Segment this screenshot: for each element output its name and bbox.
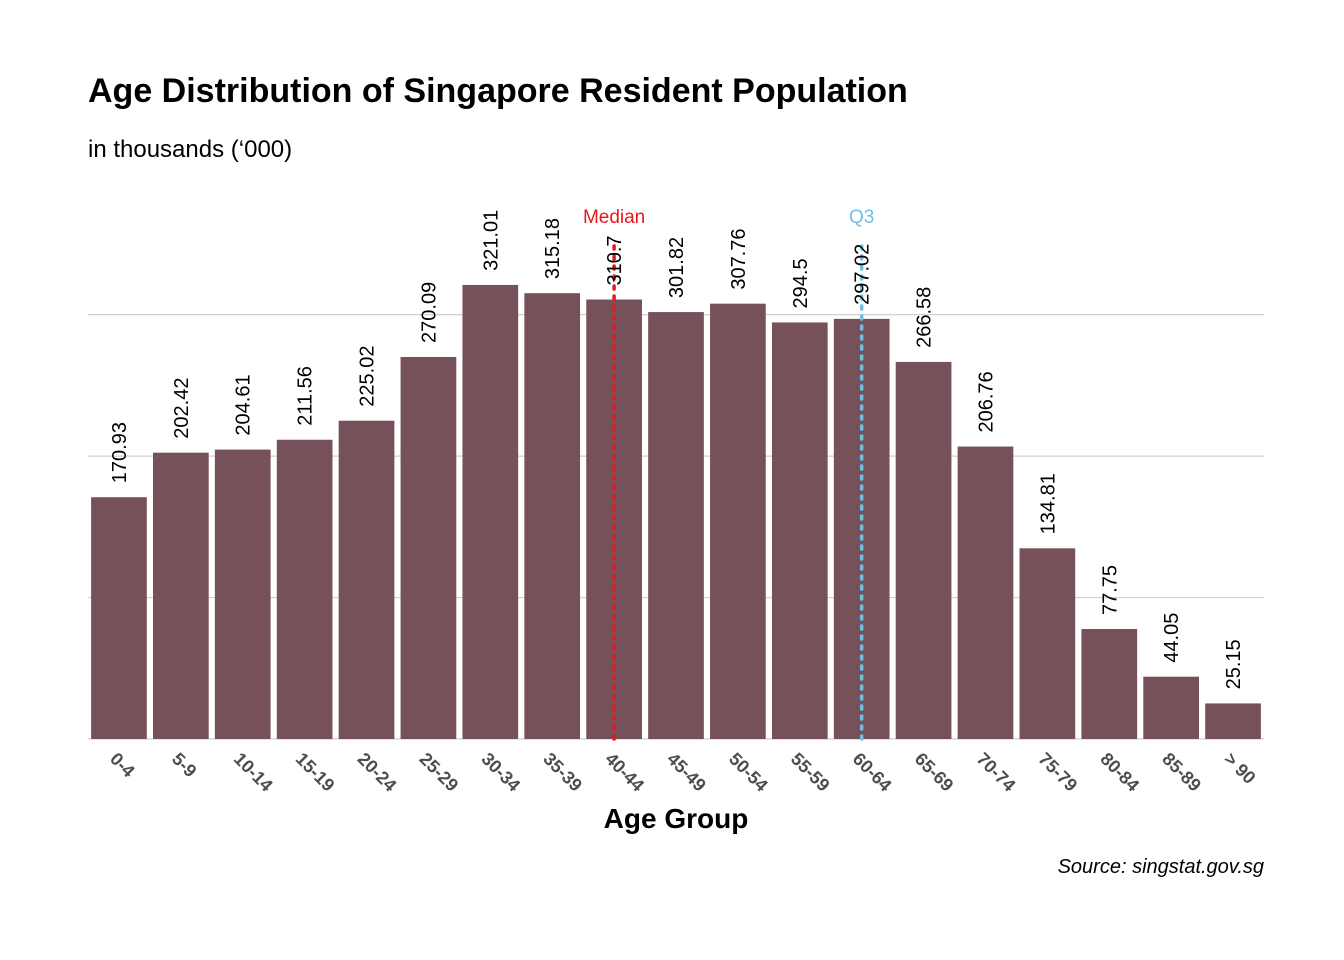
bar-7579 xyxy=(1019,548,1076,739)
chart-subtitle: in thousands (‘000) xyxy=(88,136,293,163)
bar-1014 xyxy=(214,449,271,739)
x-tick-label: 70-74 xyxy=(973,749,1020,796)
bar-04 xyxy=(91,497,147,739)
bar-value-label: 270.09 xyxy=(418,282,440,343)
x-tick-label: 55-59 xyxy=(787,749,834,796)
bar-value-label: 307.76 xyxy=(728,229,750,290)
source-caption: Source: singstat.gov.sg xyxy=(1057,856,1264,878)
x-tick-label: 25-29 xyxy=(416,749,463,796)
bar-value-label: 206.76 xyxy=(975,371,997,432)
bar-value-label: 297.02 xyxy=(852,244,874,305)
bar-6569 xyxy=(895,361,952,739)
x-tick-labels: 0-4 5-9 10-14 15-19 20-24 25-29 30-34 35-39 40-4… xyxy=(106,749,1259,796)
bar-value-label: 170.93 xyxy=(109,422,131,483)
x-tick-label: 45-49 xyxy=(663,749,710,796)
bar-2024 xyxy=(338,420,395,739)
bar-value-label: 202.42 xyxy=(171,378,193,439)
bar-value-labels: 170.93 202.42 204.61 211.56 225.02 270.09 321.… xyxy=(109,210,1245,690)
x-tick-label: 75-79 xyxy=(1035,749,1082,796)
bar-59 xyxy=(152,452,209,739)
x-tick-label: 30-34 xyxy=(477,749,524,796)
x-tick-label: 15-19 xyxy=(292,749,339,796)
bar-5054 xyxy=(710,303,766,739)
bar-value-label: 225.02 xyxy=(357,346,379,407)
bar-value-label: 266.58 xyxy=(914,287,936,348)
x-tick-label: > 90 xyxy=(1220,749,1259,788)
bars xyxy=(91,284,1261,739)
x-tick-label: 50-54 xyxy=(725,749,772,796)
bar-90 xyxy=(1205,703,1261,739)
x-tick-label: 20-24 xyxy=(354,749,401,796)
bar-8589 xyxy=(1143,676,1200,739)
x-tick-label: 40-44 xyxy=(601,749,648,796)
bar-5559 xyxy=(771,322,828,739)
x-tick-label: 35-39 xyxy=(539,749,586,796)
bar-value-label: 25.15 xyxy=(1223,639,1245,689)
bar-value-label: 315.18 xyxy=(542,218,564,279)
bar-2529 xyxy=(400,356,457,739)
bar-value-label: 211.56 xyxy=(295,366,317,426)
bar-value-label: 294.5 xyxy=(790,258,812,308)
bar-4549 xyxy=(648,312,704,739)
x-tick-label: 65-69 xyxy=(911,749,958,796)
bar-value-label: 134.81 xyxy=(1037,473,1059,534)
median-label: Median xyxy=(583,207,645,228)
annotations: Median Q3 xyxy=(583,207,874,741)
chart-title: Age Distribution of Singapore Resident P… xyxy=(88,72,908,110)
bar-value-label: 301.82 xyxy=(666,237,688,298)
q3-label: Q3 xyxy=(849,207,874,228)
bar-7074 xyxy=(957,446,1014,739)
x-axis-title: Age Group xyxy=(604,803,749,834)
x-tick-label: 85-89 xyxy=(1158,749,1205,796)
x-tick-label: 10-14 xyxy=(230,749,277,796)
x-tick-label: 60-64 xyxy=(849,749,896,796)
bar-1519 xyxy=(276,439,333,739)
bar-value-label: 77.75 xyxy=(1099,565,1121,615)
bar-value-label: 204.61 xyxy=(233,374,255,435)
x-tick-label: 5-9 xyxy=(168,749,201,782)
bar-3539 xyxy=(524,293,581,739)
x-tick-label: 80-84 xyxy=(1096,749,1143,796)
bar-8084 xyxy=(1081,629,1138,739)
bar-value-label: 321.01 xyxy=(480,210,502,271)
x-tick-label: 0-4 xyxy=(106,749,139,782)
bar-value-label: 310.7 xyxy=(604,235,626,285)
bar-3034 xyxy=(462,284,519,739)
bar-value-label: 44.05 xyxy=(1161,613,1183,663)
